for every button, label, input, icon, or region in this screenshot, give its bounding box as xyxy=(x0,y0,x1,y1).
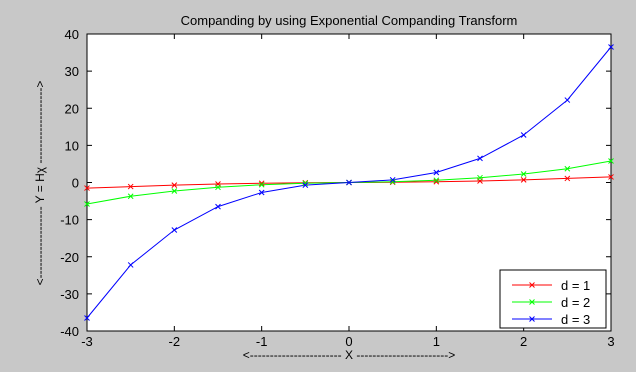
series-markers xyxy=(84,44,614,321)
data-point-marker xyxy=(520,132,527,138)
data-point-marker xyxy=(477,174,483,181)
data-point-marker xyxy=(608,44,614,50)
data-point-marker xyxy=(302,182,309,188)
data-point-marker xyxy=(389,178,396,185)
legend-label: d = 2 xyxy=(561,295,590,310)
x-tick-label: -3 xyxy=(81,334,93,349)
data-point-marker xyxy=(433,169,440,176)
y-tick-label: -20 xyxy=(60,250,79,265)
data-point-marker xyxy=(127,262,134,268)
legend-box xyxy=(499,269,607,329)
x-tick-label: 0 xyxy=(345,334,352,349)
data-point-marker xyxy=(215,184,221,191)
chart-title: Companding by using Exponential Compandi… xyxy=(181,13,518,28)
legend: d = 1 d = 2 d = 3 xyxy=(499,269,607,329)
data-point-marker xyxy=(171,188,178,194)
x-tick-label: -2 xyxy=(169,334,181,349)
data-point-marker xyxy=(171,182,178,188)
data-point-marker xyxy=(477,155,483,162)
data-point-marker xyxy=(608,174,614,180)
y-tick-label: 40 xyxy=(65,27,79,42)
data-point-marker xyxy=(127,183,134,190)
data-point-marker xyxy=(564,165,571,172)
x-tick-label: 2 xyxy=(520,334,527,349)
data-point-marker xyxy=(520,171,527,177)
data-point-marker xyxy=(258,181,265,188)
data-point-marker xyxy=(433,177,440,184)
legend-item-d1: d = 1 xyxy=(512,278,590,293)
data-point-marker xyxy=(258,189,265,196)
x-tick-label: 1 xyxy=(433,334,440,349)
legend-marker xyxy=(529,299,535,305)
x-axis-label: <----------------------- X -------------… xyxy=(243,348,456,362)
data-point-marker xyxy=(520,177,527,183)
data-point-marker xyxy=(258,180,265,187)
data-point-marker xyxy=(564,175,571,182)
data-point-marker xyxy=(564,97,571,103)
legend-marker xyxy=(529,282,535,288)
data-point-marker xyxy=(302,180,309,187)
y-tick-labels: -40 -30 -20 -10 0 10 20 30 40 xyxy=(60,27,79,339)
y-tick-label: -40 xyxy=(60,324,79,339)
y-tick-label: 20 xyxy=(65,101,79,116)
legend-label: d = 1 xyxy=(561,278,590,293)
y-tick-label: 0 xyxy=(72,176,79,191)
x-tick-label: 3 xyxy=(607,334,614,349)
y-tick-label: 30 xyxy=(65,64,79,79)
data-point-marker xyxy=(84,201,90,207)
y-axis-label: <------------------ Y = Hχ -------------… xyxy=(33,81,47,286)
axis-ticks xyxy=(86,33,612,332)
data-point-marker xyxy=(433,178,440,185)
x-tick-labels: -3 -2 -1 0 1 2 3 xyxy=(81,334,614,349)
data-point-marker xyxy=(127,193,134,200)
legend-item-d2: d = 2 xyxy=(512,295,590,310)
data-point-marker xyxy=(171,227,178,233)
data-point-marker xyxy=(389,177,396,183)
legend-item-d3: d = 3 xyxy=(512,312,590,327)
data-point-marker xyxy=(84,185,90,191)
data-point-marker xyxy=(608,158,614,164)
y-tick-label: -30 xyxy=(60,287,79,302)
data-point-marker xyxy=(346,179,352,186)
x-tick-label: -1 xyxy=(256,334,268,349)
data-point-marker xyxy=(215,203,221,210)
legend-label: d = 3 xyxy=(561,312,590,327)
legend-marker xyxy=(529,316,535,322)
y-tick-label: -10 xyxy=(60,213,79,228)
y-tick-label: 10 xyxy=(65,138,79,153)
data-point-marker xyxy=(84,315,90,321)
